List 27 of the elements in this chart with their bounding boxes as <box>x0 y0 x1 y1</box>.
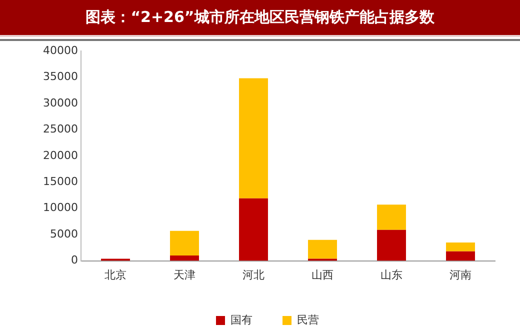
y-tick-label: 15000 <box>42 174 78 188</box>
bar <box>308 240 337 259</box>
x-tick-label: 河南 <box>450 268 472 282</box>
y-tick-label: 35000 <box>42 70 78 84</box>
bar <box>377 230 406 261</box>
y-tick-label: 0 <box>70 254 78 267</box>
y-tick-label: 30000 <box>42 96 78 110</box>
chart-title: 图表：“2+26”城市所在地区民营钢铁产能占据多数 <box>0 0 520 37</box>
bar <box>377 204 406 230</box>
x-tick-label: 山西 <box>311 268 334 282</box>
bar <box>239 78 268 198</box>
x-tick-label: 北京 <box>104 268 126 282</box>
bar <box>170 230 199 256</box>
y-tick-label: 25000 <box>42 122 78 136</box>
x-tick-label: 天津 <box>173 268 196 282</box>
y-tick-label: 5000 <box>50 227 78 240</box>
bar <box>446 242 475 252</box>
bar <box>170 256 199 261</box>
legend-label: 国有 <box>230 313 252 326</box>
legend-label: 民营 <box>297 313 319 326</box>
bar <box>446 251 475 261</box>
y-tick-label: 10000 <box>42 201 78 214</box>
y-tick-label: 40000 <box>42 44 78 57</box>
bar <box>239 198 268 261</box>
x-tick-label: 河北 <box>242 268 264 282</box>
x-tick-label: 山东 <box>380 268 402 282</box>
y-tick-label: 20000 <box>42 148 78 162</box>
